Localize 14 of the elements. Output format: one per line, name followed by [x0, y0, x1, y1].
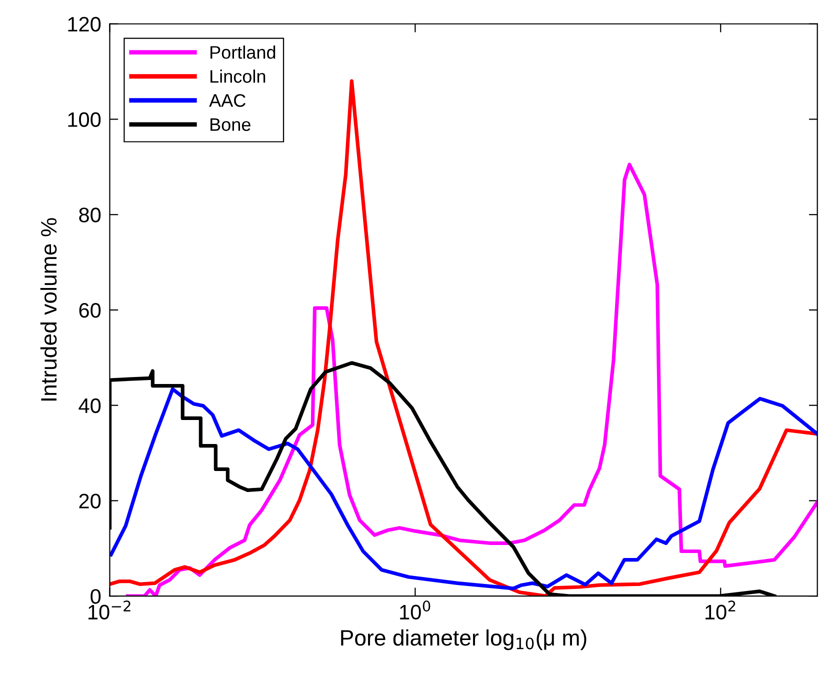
- y-axis-title: Intruded volume %: [40, 218, 57, 401]
- y-tick-label: 20: [79, 494, 101, 508]
- legend-label: Portland: [210, 46, 276, 59]
- y-tick-label: 120: [68, 16, 101, 32]
- y-tick-label: 100: [68, 112, 101, 127]
- y-tick-label: 40: [78, 398, 101, 414]
- legend-label: Bone: [210, 118, 250, 131]
- y-tick-label: 80: [79, 208, 101, 222]
- legend-label: Lincoln: [210, 70, 266, 83]
- legend-label: AAC: [209, 94, 246, 107]
- x-tick-label: 10$^{0}$: [400, 600, 430, 620]
- x-axis-title: Pore diameter log$_{10}$(μ m): [341, 629, 586, 650]
- x-tick-label: 10$^{2}$: [706, 600, 736, 620]
- y-tick-label: 60: [79, 302, 101, 318]
